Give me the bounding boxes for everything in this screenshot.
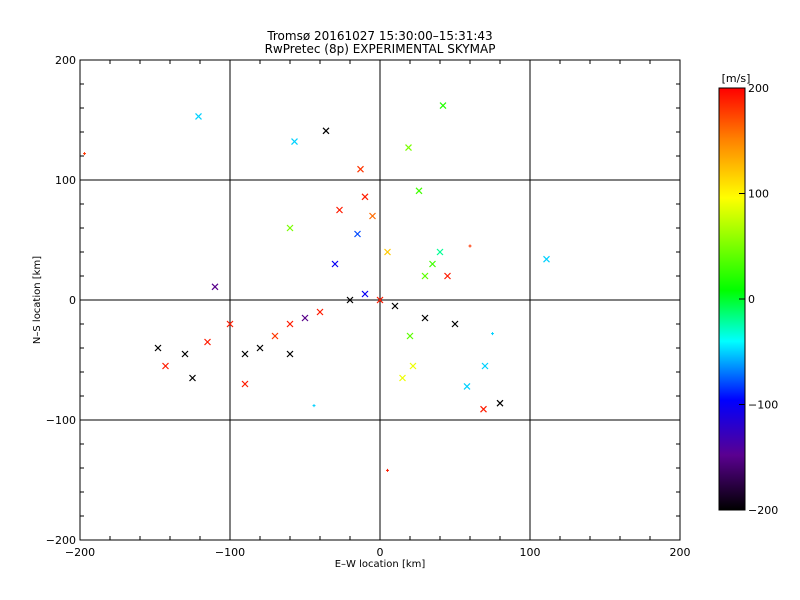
data-point (162, 362, 169, 370)
y-axis-label: N–S location [km] (32, 256, 43, 344)
data-point (226, 320, 234, 328)
data-point (444, 272, 451, 280)
colorbar-ticks: 200 100 0 −100 −200 (739, 82, 778, 517)
data-point (301, 314, 309, 322)
x-axis-label: E–W location [km] (335, 559, 426, 570)
data-point (491, 332, 494, 336)
data-point (83, 152, 86, 156)
data-point (361, 290, 369, 298)
data-point (543, 255, 550, 263)
x-tick-label: 200 (670, 546, 691, 559)
data-point (369, 212, 376, 220)
data-point (415, 187, 423, 195)
data-point (429, 260, 436, 268)
x-tick-label: 100 (520, 546, 541, 559)
data-point (195, 112, 202, 120)
axis-ticks: −200 −100 0 100 200 −200 −100 0 100 200 (46, 54, 691, 559)
data-point (354, 230, 361, 238)
y-tick-label: 0 (69, 294, 76, 307)
x-tick-label: −200 (65, 546, 95, 559)
data-point (376, 296, 384, 304)
chart-title: Tromsø 20161027 15:30:00–15:31:43 (266, 29, 492, 43)
data-point (451, 320, 459, 328)
data-point (241, 350, 249, 358)
data-point (346, 296, 354, 304)
data-point (468, 244, 472, 248)
x-tick-label: 0 (377, 546, 384, 559)
data-point (189, 374, 196, 382)
data-point (405, 144, 412, 152)
y-tick-label: 100 (55, 174, 76, 187)
data-point (409, 362, 417, 370)
data-point (439, 102, 447, 110)
colorbar-tick-label: 0 (748, 293, 755, 306)
data-point (421, 272, 429, 280)
colorbar-tick-label: 200 (748, 82, 769, 95)
data-point (406, 332, 414, 340)
data-point (399, 374, 406, 382)
data-point (256, 344, 264, 352)
data-point (271, 332, 279, 340)
data-point (204, 338, 211, 346)
colorbar-label: [m/s] (722, 72, 751, 85)
data-point (154, 344, 162, 352)
colorbar (718, 87, 746, 511)
scatter-points (83, 102, 550, 472)
data-point (496, 399, 504, 407)
y-tick-label: −200 (46, 534, 76, 547)
data-point (241, 380, 249, 388)
data-point (481, 362, 489, 370)
data-point (436, 248, 444, 256)
x-tick-label: −100 (215, 546, 245, 559)
data-point (361, 193, 369, 201)
data-point (480, 405, 487, 413)
data-point (386, 468, 389, 472)
colorbar-tick-label: 100 (748, 188, 769, 201)
data-point (211, 283, 219, 291)
data-point (286, 320, 294, 328)
data-point (357, 165, 364, 173)
data-point (463, 382, 471, 390)
data-point (391, 302, 399, 310)
data-point (331, 260, 339, 268)
data-point (316, 308, 324, 316)
chart-subtitle: RwPretec (8p) EXPERIMENTAL SKYMAP (265, 42, 496, 56)
y-tick-label: 200 (55, 54, 76, 67)
colorbar-tick-label: −200 (748, 504, 778, 517)
data-point (291, 138, 298, 146)
data-point (421, 314, 429, 322)
data-point (286, 350, 294, 358)
colorbar-tick-label: −100 (748, 399, 778, 412)
data-point (312, 404, 316, 408)
data-point (322, 127, 330, 135)
data-point (336, 206, 343, 214)
data-point (286, 224, 294, 232)
data-point (181, 350, 189, 358)
y-tick-label: −100 (46, 414, 76, 427)
data-point (384, 248, 391, 256)
